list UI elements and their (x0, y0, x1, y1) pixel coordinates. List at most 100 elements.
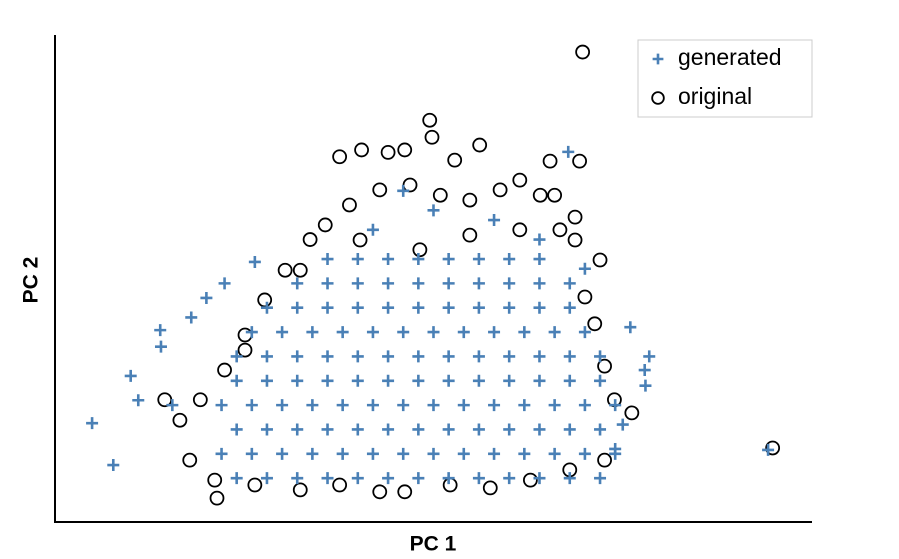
point (442, 277, 455, 290)
point (351, 472, 364, 485)
point (518, 399, 531, 412)
point (321, 350, 334, 363)
point (533, 423, 546, 436)
point (366, 447, 379, 460)
point (351, 423, 364, 436)
point (336, 399, 349, 412)
point (592, 252, 608, 268)
point (291, 423, 304, 436)
point (380, 144, 396, 160)
point (260, 350, 273, 363)
point (533, 301, 546, 314)
point (412, 374, 425, 387)
point (276, 447, 289, 460)
point (291, 350, 304, 363)
point (427, 399, 440, 412)
point (332, 477, 348, 493)
legend-symbol (652, 53, 664, 65)
point (291, 472, 304, 485)
point (422, 112, 438, 128)
point (533, 253, 546, 266)
point (291, 301, 304, 314)
point (372, 484, 388, 500)
point (578, 399, 591, 412)
x-axis-title: PC 1 (410, 533, 457, 556)
point (412, 472, 425, 485)
point (209, 490, 225, 506)
point (412, 277, 425, 290)
point (260, 472, 273, 485)
point (397, 399, 410, 412)
legend: generated original (637, 39, 813, 118)
point (472, 301, 485, 314)
point (172, 412, 188, 428)
point (472, 253, 485, 266)
point (563, 374, 576, 387)
point (432, 187, 448, 203)
point (321, 374, 334, 387)
point (594, 350, 607, 363)
point (503, 423, 516, 436)
point (245, 399, 258, 412)
point (427, 447, 440, 460)
point (643, 350, 656, 363)
point (412, 253, 425, 266)
point (245, 447, 258, 460)
point (230, 350, 243, 363)
point (182, 452, 198, 468)
point (321, 277, 334, 290)
y-axis-title: PC 2 (20, 257, 43, 304)
point (412, 301, 425, 314)
point (397, 142, 413, 158)
point (382, 423, 395, 436)
point (306, 399, 319, 412)
point (442, 423, 455, 436)
point (382, 350, 395, 363)
point (616, 418, 629, 431)
point (572, 153, 588, 169)
point (260, 301, 273, 314)
point (638, 364, 651, 377)
point (230, 374, 243, 387)
point (291, 277, 304, 290)
point (503, 472, 516, 485)
point (533, 350, 546, 363)
point (503, 301, 516, 314)
point (292, 262, 308, 278)
point (594, 423, 607, 436)
point (624, 321, 637, 334)
point (575, 44, 591, 60)
point (457, 326, 470, 339)
point (217, 362, 232, 378)
point (332, 149, 348, 165)
point (200, 291, 213, 304)
point (472, 374, 485, 387)
point (276, 399, 289, 412)
point (382, 277, 395, 290)
point (542, 153, 558, 169)
point (488, 447, 501, 460)
legend-box (637, 39, 813, 118)
point (366, 326, 379, 339)
point (382, 253, 395, 266)
point (321, 301, 334, 314)
point (412, 242, 428, 258)
point (533, 472, 546, 485)
point (522, 472, 538, 488)
point (472, 423, 485, 436)
point (382, 301, 395, 314)
point (548, 399, 561, 412)
point (154, 324, 167, 337)
point (442, 477, 458, 493)
point (488, 326, 501, 339)
point (291, 374, 304, 387)
point (321, 423, 334, 436)
point (447, 152, 463, 168)
point (457, 447, 470, 460)
point (247, 477, 263, 493)
point (248, 255, 261, 268)
point (639, 379, 652, 392)
point (302, 232, 318, 247)
point (86, 417, 99, 430)
point (351, 253, 364, 266)
